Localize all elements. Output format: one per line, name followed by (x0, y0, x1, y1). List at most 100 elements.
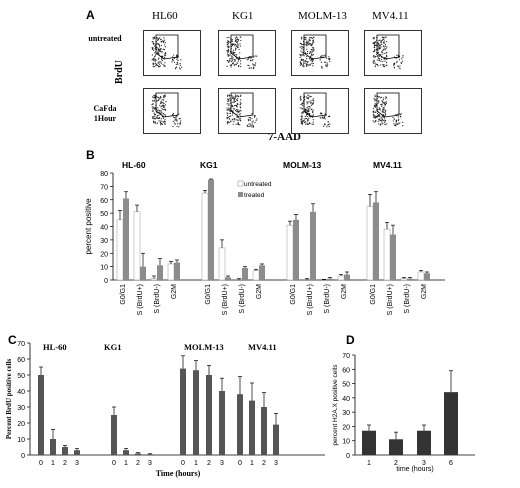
flow-event-dot (228, 103, 230, 105)
chart-b-bar (133, 211, 141, 281)
chart-b-bar (417, 271, 425, 281)
flow-event-dot (310, 53, 312, 55)
flow-event-dot (372, 61, 374, 63)
flow-event-dot (302, 112, 304, 114)
flow-gate (376, 34, 400, 60)
flow-event-dot (299, 56, 301, 58)
flow-event-dot (161, 108, 163, 110)
flow-event-dot (308, 117, 310, 119)
flow-gate (230, 92, 254, 118)
flow-event-dot (301, 103, 303, 105)
chart-c-y-tick-label: 0 (21, 453, 25, 460)
flow-event-dot (320, 61, 323, 63)
chart-c-bar (273, 424, 279, 455)
flow-event-dot (373, 60, 375, 62)
flow-event-dot (227, 94, 229, 96)
flow-event-dot (377, 96, 380, 98)
chart-c-y-tick-label: 30 (17, 405, 25, 412)
flow-event-dot (156, 64, 158, 66)
flow-event-dot (312, 114, 315, 116)
flow-event-dot (179, 122, 182, 124)
flow-event-dot (249, 60, 252, 62)
flow-event-dot (373, 56, 375, 58)
flow-event-dot (238, 65, 240, 68)
flow-event-dot (232, 96, 234, 98)
flow-event-dot (313, 49, 315, 51)
flow-event-dot (384, 105, 386, 107)
chart-b-x-tick-label: G2M (421, 284, 428, 299)
flow-event-dot (397, 113, 399, 116)
flow-event-dot (383, 102, 385, 104)
panel-a-row-label-cafda: CaFda 1Hour (70, 104, 140, 124)
flow-event-dot (154, 115, 156, 117)
flow-event-dot (305, 108, 307, 111)
flow-event-dot (311, 99, 313, 101)
flow-event-dot (159, 46, 161, 48)
flow-event-dot (236, 119, 238, 121)
flow-event-dot (231, 39, 233, 41)
flow-event-dot (311, 50, 314, 52)
chart-c-x-tick-label: 1 (124, 460, 128, 467)
chart-b-y-tick-label: 50 (100, 211, 108, 218)
flow-event-dot (158, 37, 160, 40)
flow-event-dot (231, 58, 233, 60)
flow-event-dot (163, 103, 165, 105)
flow-event-dot (234, 63, 236, 66)
flow-event-dot (249, 123, 251, 125)
flow-event-dot (312, 46, 314, 49)
flow-event-dot (402, 54, 404, 57)
flow-event-dot (302, 51, 304, 53)
flow-event-dot (176, 125, 178, 127)
flow-event-dot (300, 43, 302, 45)
flow-event-dot (306, 60, 308, 63)
flow-event-dot (384, 45, 386, 47)
flow-event-dot (235, 49, 237, 51)
flow-event-dot (306, 101, 308, 103)
flow-event-dot (377, 44, 379, 46)
flow-event-dot (309, 39, 311, 41)
flow-event-dot (327, 123, 329, 125)
flow-event-dot (237, 46, 239, 49)
flow-event-dot (248, 64, 250, 67)
flow-event-dot (301, 117, 303, 119)
panel-c-letter: C (8, 333, 17, 347)
row-label-line: CaFda (93, 104, 117, 113)
chart-c-x-tick-label: 1 (51, 460, 55, 467)
flow-event-dot (382, 65, 384, 67)
flow-event-dot (327, 115, 329, 118)
flow-event-dot (385, 101, 387, 103)
chart-d-bar (389, 439, 403, 455)
flow-event-dot (324, 54, 326, 56)
flow-event-dot (252, 124, 254, 127)
chart-c-x-tick-label: 2 (136, 460, 140, 467)
flow-event-dot (158, 120, 160, 122)
flow-event-dot (240, 120, 242, 122)
flow-event-dot (237, 60, 239, 62)
flow-event-dot (237, 109, 239, 111)
flow-event-dot (302, 65, 304, 67)
flow-event-dot (305, 41, 307, 43)
chart-c-bar (193, 370, 199, 455)
flow-event-dot (256, 55, 258, 57)
flow-event-dot (383, 42, 385, 44)
flow-event-dot (157, 61, 159, 63)
flow-event-dot (227, 44, 229, 46)
flow-plot (291, 88, 349, 134)
flow-event-dot (395, 122, 397, 124)
flow-event-dot (153, 60, 155, 62)
flow-event-dot (379, 39, 381, 41)
flow-event-dot (306, 120, 309, 122)
flow-event-dot (374, 104, 376, 106)
flow-event-dot (160, 51, 162, 53)
flow-event-dot (239, 60, 242, 62)
flow-event-dot (226, 45, 228, 47)
flow-event-dot (384, 49, 386, 51)
flow-event-dot (308, 95, 310, 97)
flow-event-dot (301, 51, 303, 53)
flow-event-dot (392, 120, 394, 122)
flow-event-dot (381, 53, 383, 55)
flow-event-dot (321, 55, 323, 57)
flow-event-dot (400, 61, 402, 64)
flow-event-dot (376, 55, 378, 57)
flow-event-dot (374, 114, 376, 117)
